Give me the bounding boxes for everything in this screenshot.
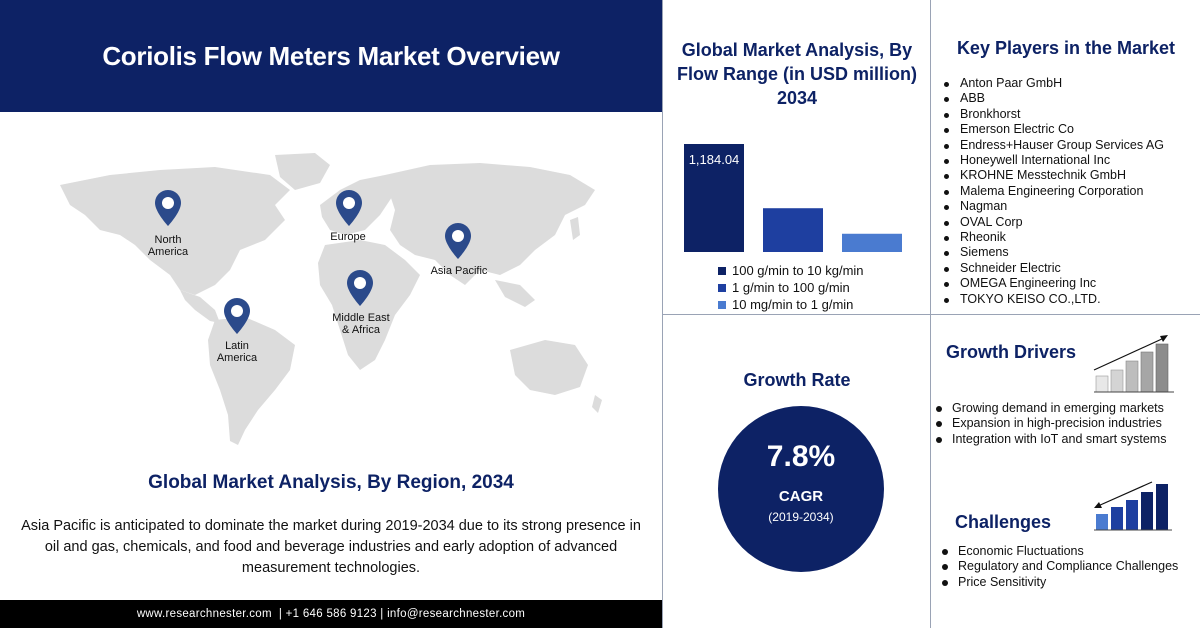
key-player-item: Rheonik (944, 230, 1164, 245)
cagr-circle: 7.8% CAGR (2019-2034) (718, 406, 884, 572)
legend-swatch (718, 300, 726, 309)
cagr-label: CAGR (778, 488, 824, 505)
map-pin-asia-pacific-icon (445, 223, 471, 259)
key-player-item: Schneider Electric (944, 261, 1164, 276)
cagr-value: 7.8% (766, 440, 836, 473)
landmass-japan (570, 217, 580, 240)
region-label-middle-east-africa: Middle East & Africa (325, 312, 397, 336)
growth-driver-item: Growing demand in emerging markets (934, 401, 1196, 416)
key-player-item: Anton Paar GmbH (944, 76, 1164, 91)
region-label-line: Middle East (332, 312, 390, 324)
map-pin-europe-icon (336, 190, 362, 226)
key-player-item: KROHNE Messtechnik GmbH (944, 168, 1164, 183)
landmass-africa (318, 240, 420, 370)
challenges-chart-icon (1094, 481, 1172, 531)
key-player-item: Siemens (944, 245, 1164, 260)
landmass-central-america (180, 290, 220, 323)
region-label-line: Latin (225, 340, 249, 352)
landmass-south-america (208, 317, 295, 445)
chart-title: Global Market Analysis, By Flow Range (i… (677, 40, 917, 108)
challenges-list: Economic Fluctuations Regulatory and Comp… (940, 544, 1198, 590)
region-label-line: America (147, 246, 189, 258)
region-label-north-america: North America (135, 234, 201, 258)
landmass-southeast-asia (495, 280, 535, 307)
legend-label: 1 g/min to 100 g/min (732, 280, 850, 295)
world-map (60, 153, 602, 445)
legend-entry: 100 g/min to 10 kg/min (718, 262, 864, 279)
header-banner: Coriolis Flow Meters Market Overview (0, 0, 662, 112)
legend-label: 100 g/min to 10 kg/min (732, 263, 864, 278)
key-player-item: OMEGA Engineering Inc (944, 276, 1164, 291)
map-pin-latin-america-icon (224, 298, 250, 334)
challenge-item: Economic Fluctuations (940, 544, 1198, 559)
left-panel: Coriolis Flow Meters Market Overview (0, 0, 662, 628)
key-player-item: Honeywell International Inc (944, 153, 1164, 168)
bar-1 (763, 208, 823, 252)
flow-range-bar-chart: 1,184.04 (684, 144, 902, 252)
map-pin-north-america-icon (155, 190, 181, 226)
key-player-item: Bronkhorst (944, 107, 1164, 122)
key-player-item: Endress+Hauser Group Services AG (944, 138, 1164, 153)
key-player-item: TOKYO KEISO CO.,LTD. (944, 292, 1164, 307)
footer-contact: www.researchnester.com | +1 646 586 9123… (0, 600, 662, 628)
key-players-title: Key Players in the Market (956, 38, 1176, 58)
bar-0 (684, 144, 744, 252)
growth-rate-title: Growth Rate (743, 370, 851, 390)
bar-data-label-0: 1,184.04 (689, 152, 740, 167)
legend-swatch (718, 266, 726, 275)
growth-drivers-title: Growth Drivers (946, 342, 1077, 362)
growth-driver-item: Integration with IoT and smart systems (934, 432, 1196, 447)
legend-label: 10 mg/min to 1 g/min (732, 297, 854, 312)
growth-driver-item: Expansion in high-precision industries (934, 416, 1196, 431)
bar-2 (842, 233, 902, 252)
key-player-item: ABB (944, 91, 1164, 106)
key-players-list: Anton Paar GmbH ABB Bronkhorst Emerson Elec… (944, 76, 1164, 307)
cagr-period: (2019-2034) (768, 510, 834, 524)
region-analysis-title: Global Market Analysis, By Region, 2034 (148, 472, 514, 493)
challenges-title: Challenges (955, 512, 1052, 532)
map-pin-middle-east-africa-icon (347, 270, 373, 306)
landmass-asia (385, 163, 595, 285)
region-label-line: America (216, 352, 258, 364)
world-landmass (60, 153, 602, 445)
growth-drivers-list: Growing demand in emerging markets Expans… (934, 401, 1196, 447)
region-label-line: & Africa (342, 324, 380, 336)
divider-horizontal (662, 314, 1200, 315)
region-label-asia-pacific: Asia Pacific (424, 265, 494, 277)
key-player-item: Malema Engineering Corporation (944, 184, 1164, 199)
legend-entry: 10 mg/min to 1 g/min (718, 296, 864, 313)
region-analysis-description: Asia Pacific is anticipated to dominate … (21, 518, 641, 576)
key-player-item: Emerson Electric Co (944, 122, 1164, 137)
growth-chart-icon (1093, 335, 1174, 393)
page-title: Coriolis Flow Meters Market Overview (102, 40, 560, 71)
region-label-line: North (154, 234, 182, 246)
landmass-australia (510, 340, 588, 395)
key-player-item: Nagman (944, 199, 1164, 214)
landmass-north-america (60, 167, 290, 295)
chart-legend: 100 g/min to 10 kg/min 1 g/min to 100 g/… (718, 262, 864, 313)
region-label-line: Asia Pacific (430, 265, 488, 277)
challenge-item: Regulatory and Compliance Challenges (940, 559, 1198, 574)
region-label-latin-america: Latin America (206, 340, 268, 364)
landmass-greenland (275, 153, 330, 190)
landmass-new-zealand (592, 395, 602, 413)
challenge-item: Price Sensitivity (940, 575, 1198, 590)
region-label-line: Europe (330, 231, 366, 243)
key-player-item: OVAL Corp (944, 215, 1164, 230)
region-label-europe: Europe (318, 231, 378, 243)
legend-entry: 1 g/min to 100 g/min (718, 279, 864, 296)
legend-swatch (718, 283, 726, 292)
